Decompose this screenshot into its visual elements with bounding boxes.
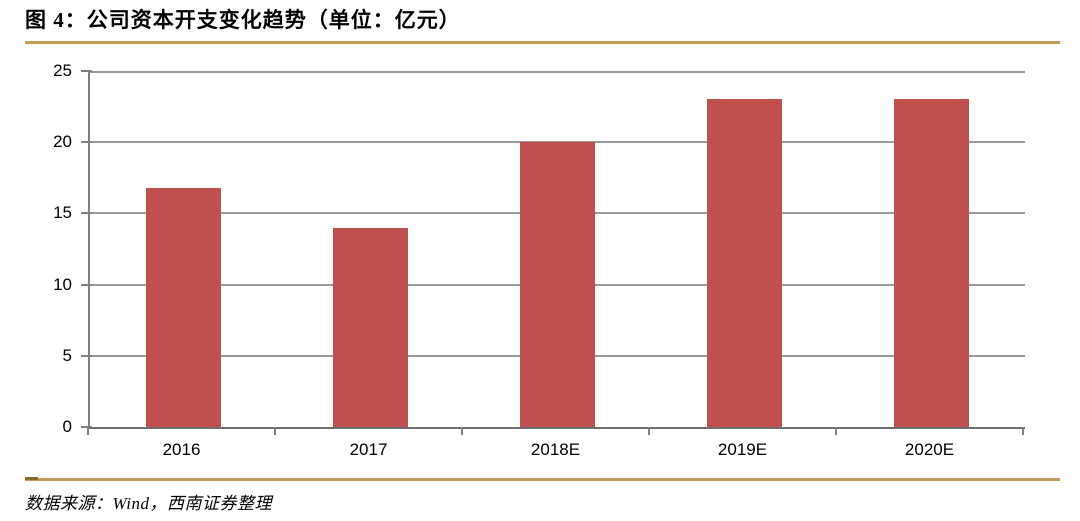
x-axis-tick-2 <box>461 427 463 435</box>
y-axis-tick-5 <box>81 354 92 357</box>
x-axis-tick-4 <box>835 427 837 435</box>
bar-2018E <box>520 142 595 427</box>
y-axis-tick-0 <box>81 426 92 428</box>
data-source-note: 数据来源：Wind，西南证券整理 <box>25 494 272 513</box>
title-underline-rule <box>25 41 1060 44</box>
bar-2016 <box>146 187 221 427</box>
y-axis-tick-25 <box>81 70 92 72</box>
x-axis-tick-5 <box>1022 427 1024 435</box>
y-axis-tick-20 <box>81 141 92 144</box>
x-axis-tick-0 <box>87 427 89 435</box>
bar-2017 <box>333 227 408 427</box>
footer-divider-accent <box>25 477 38 480</box>
x-axis-label-2020E: 2020E <box>904 440 955 459</box>
bar-2020E <box>894 99 969 427</box>
bar-chart-plot-area <box>88 71 1025 429</box>
footer-divider-rule <box>25 478 1060 481</box>
x-axis-label-2016: 2016 <box>162 440 201 459</box>
gridline-25 <box>90 71 1025 73</box>
y-axis-label-0: 0 <box>62 417 72 436</box>
x-axis-tick-1 <box>274 427 276 435</box>
y-axis-label-10: 10 <box>53 274 72 294</box>
gridline-20 <box>90 141 1025 144</box>
y-axis-label-15: 15 <box>53 203 72 223</box>
y-axis-label-25: 25 <box>53 61 72 80</box>
y-axis-label-20: 20 <box>53 132 72 152</box>
y-axis-label-5: 5 <box>62 345 72 365</box>
y-axis-tick-10 <box>81 283 92 286</box>
x-axis-label-2017: 2017 <box>349 440 388 459</box>
x-axis-tick-3 <box>648 427 650 435</box>
x-axis-label-2019E: 2019E <box>717 440 768 459</box>
figure-title: 图 4：公司资本开支变化趋势（单位：亿元） <box>25 8 461 32</box>
bar-2019E <box>707 99 782 427</box>
x-axis-label-2018E: 2018E <box>530 440 581 459</box>
y-axis-tick-15 <box>81 212 92 215</box>
